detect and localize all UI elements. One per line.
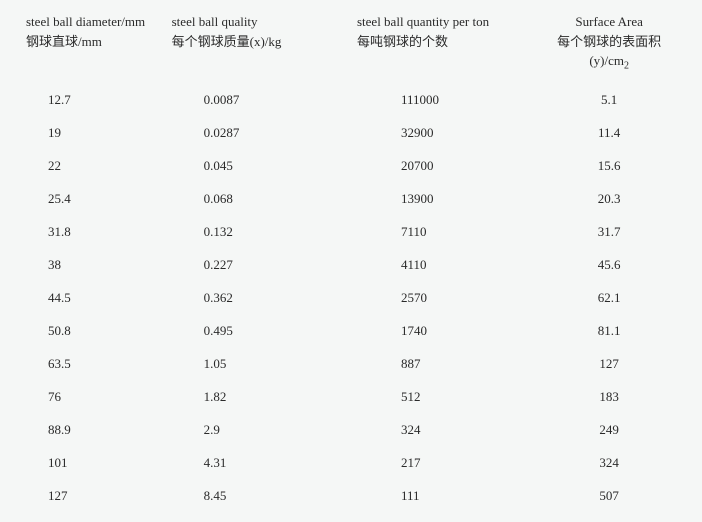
- table-row: 31.80.132711031.7: [20, 216, 682, 249]
- table-cell: 127: [536, 348, 682, 381]
- table-cell: 13900: [351, 183, 536, 216]
- table-cell: 32900: [351, 117, 536, 150]
- header-quantity-en: steel ball quantity per ton: [357, 12, 530, 32]
- table-row: 761.82512183: [20, 381, 682, 414]
- table-cell: 512: [351, 381, 536, 414]
- table-cell: 111000: [351, 84, 536, 117]
- header-quality: steel ball quality 每个钢球质量(x)/kg: [166, 8, 351, 84]
- table-row: 220.0452070015.6: [20, 150, 682, 183]
- table-cell: 20700: [351, 150, 536, 183]
- table-cell: 50.8: [20, 315, 166, 348]
- table-cell: 44.5: [20, 282, 166, 315]
- table-cell: 76: [20, 381, 166, 414]
- table-cell: 507: [536, 480, 682, 513]
- table-cell: 0.068: [166, 183, 351, 216]
- table-cell: 1.05: [166, 348, 351, 381]
- table-cell: 7110: [351, 216, 536, 249]
- table-cell: 217: [351, 447, 536, 480]
- table-cell: 11.4: [536, 117, 682, 150]
- table-cell: 15.6: [536, 150, 682, 183]
- table-cell: 0.0287: [166, 117, 351, 150]
- table-row: 50.80.495174081.1: [20, 315, 682, 348]
- table-cell: 2570: [351, 282, 536, 315]
- header-surface: Surface Area 每个钢球的表面积(y)/cm2: [536, 8, 682, 84]
- table-cell: 25.4: [20, 183, 166, 216]
- table-cell: 31.8: [20, 216, 166, 249]
- table-cell: 111: [351, 480, 536, 513]
- header-diameter-cn: 钢球直球/mm: [26, 32, 160, 52]
- table-cell: 38: [20, 249, 166, 282]
- table-cell: 0.362: [166, 282, 351, 315]
- table-cell: 81.1: [536, 315, 682, 348]
- table-cell: 183: [536, 381, 682, 414]
- table-cell: 0.0087: [166, 84, 351, 117]
- table-cell: 63.5: [20, 348, 166, 381]
- table-cell: 0.495: [166, 315, 351, 348]
- steel-ball-table: steel ball diameter/mm 钢球直球/mm steel bal…: [20, 8, 682, 513]
- table-cell: 4110: [351, 249, 536, 282]
- table-cell: 0.045: [166, 150, 351, 183]
- table-cell: 2.9: [166, 414, 351, 447]
- header-quality-cn: 每个钢球质量(x)/kg: [172, 32, 345, 52]
- table-cell: 887: [351, 348, 536, 381]
- table-cell: 1740: [351, 315, 536, 348]
- table-cell: 22: [20, 150, 166, 183]
- table-cell: 0.132: [166, 216, 351, 249]
- table-row: 88.92.9324249: [20, 414, 682, 447]
- table-cell: 324: [351, 414, 536, 447]
- table-cell: 8.45: [166, 480, 351, 513]
- table-row: 380.227411045.6: [20, 249, 682, 282]
- table-cell: 4.31: [166, 447, 351, 480]
- table-row: 12.70.00871110005.1: [20, 84, 682, 117]
- header-diameter: steel ball diameter/mm 钢球直球/mm: [20, 8, 166, 84]
- table-cell: 324: [536, 447, 682, 480]
- header-diameter-en: steel ball diameter/mm: [26, 12, 160, 32]
- table-cell: 31.7: [536, 216, 682, 249]
- table-row: 63.51.05887127: [20, 348, 682, 381]
- table-cell: 1.82: [166, 381, 351, 414]
- table-cell: 45.6: [536, 249, 682, 282]
- table-cell: 0.227: [166, 249, 351, 282]
- table-cell: 62.1: [536, 282, 682, 315]
- table-cell: 5.1: [536, 84, 682, 117]
- table-cell: 20.3: [536, 183, 682, 216]
- table-row: 25.40.0681390020.3: [20, 183, 682, 216]
- table-cell: 88.9: [20, 414, 166, 447]
- table-cell: 101: [20, 447, 166, 480]
- table-cell: 249: [536, 414, 682, 447]
- table-row: 190.02873290011.4: [20, 117, 682, 150]
- table-cell: 19: [20, 117, 166, 150]
- header-quantity: steel ball quantity per ton 每吨钢球的个数: [351, 8, 536, 84]
- header-surface-en: Surface Area: [542, 12, 676, 32]
- header-quality-en: steel ball quality: [172, 12, 345, 32]
- table-cell: 127: [20, 480, 166, 513]
- header-quantity-cn: 每吨钢球的个数: [357, 32, 530, 52]
- header-surface-sub: 2: [624, 61, 629, 72]
- table-header-row: steel ball diameter/mm 钢球直球/mm steel bal…: [20, 8, 682, 84]
- table-row: 1014.31217324: [20, 447, 682, 480]
- table-row: 44.50.362257062.1: [20, 282, 682, 315]
- table-cell: 12.7: [20, 84, 166, 117]
- table-row: 1278.45111507: [20, 480, 682, 513]
- header-surface-cn: 每个钢球的表面积(y)/cm2: [542, 32, 676, 74]
